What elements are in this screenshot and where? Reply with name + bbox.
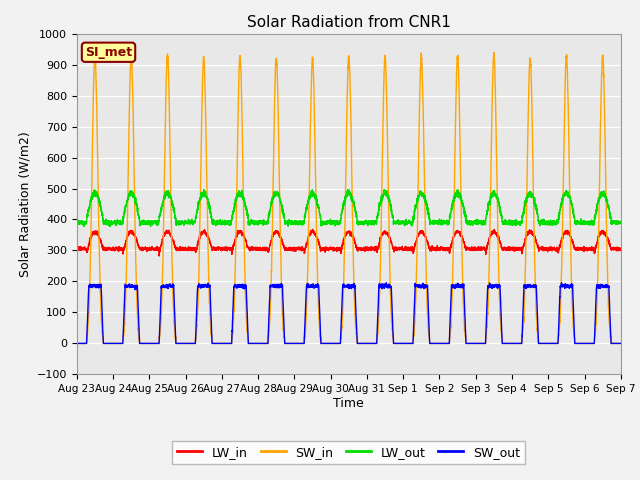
SW_in bbox=[502, 340, 509, 346]
Y-axis label: Solar Radiation (W/m2): Solar Radiation (W/m2) bbox=[18, 131, 31, 277]
LW_out bbox=[380, 187, 388, 192]
SW_in bbox=[616, 340, 624, 346]
SW_in bbox=[471, 340, 479, 346]
SW_out bbox=[171, 308, 179, 314]
LW_out bbox=[73, 218, 81, 224]
SW_in bbox=[328, 340, 336, 346]
SW_out bbox=[328, 340, 336, 346]
Line: LW_out: LW_out bbox=[77, 190, 621, 227]
LW_out bbox=[81, 224, 88, 229]
Line: SW_out: SW_out bbox=[77, 283, 621, 343]
LW_in bbox=[471, 244, 479, 250]
SW_out bbox=[471, 340, 479, 346]
X-axis label: Time: Time bbox=[333, 397, 364, 410]
LW_in bbox=[329, 245, 337, 251]
LW_out bbox=[502, 220, 509, 226]
SW_out bbox=[383, 280, 390, 286]
LW_out bbox=[441, 220, 449, 226]
SW_out bbox=[617, 340, 625, 346]
LW_in bbox=[441, 245, 449, 251]
LW_in bbox=[502, 245, 509, 251]
SW_out bbox=[616, 340, 624, 346]
SW_in bbox=[617, 340, 625, 346]
LW_in bbox=[616, 248, 624, 253]
Legend: LW_in, SW_in, LW_out, SW_out: LW_in, SW_in, LW_out, SW_out bbox=[172, 441, 525, 464]
SW_in bbox=[490, 50, 498, 56]
LW_out bbox=[329, 218, 337, 224]
LW_out bbox=[616, 218, 624, 224]
LW_out bbox=[471, 220, 479, 226]
LW_in bbox=[156, 253, 163, 259]
SW_out bbox=[441, 340, 449, 346]
Text: SI_met: SI_met bbox=[85, 46, 132, 59]
LW_in bbox=[73, 244, 81, 250]
Line: SW_in: SW_in bbox=[77, 53, 621, 343]
LW_out bbox=[617, 221, 625, 227]
LW_in bbox=[171, 243, 179, 249]
SW_out bbox=[502, 340, 509, 346]
LW_out bbox=[171, 210, 179, 216]
SW_in bbox=[440, 340, 448, 346]
SW_in bbox=[73, 340, 81, 346]
SW_out bbox=[73, 340, 81, 346]
Title: Solar Radiation from CNR1: Solar Radiation from CNR1 bbox=[247, 15, 451, 30]
SW_in bbox=[171, 324, 179, 330]
LW_in bbox=[617, 246, 625, 252]
LW_in bbox=[309, 227, 317, 232]
Line: LW_in: LW_in bbox=[77, 229, 621, 256]
